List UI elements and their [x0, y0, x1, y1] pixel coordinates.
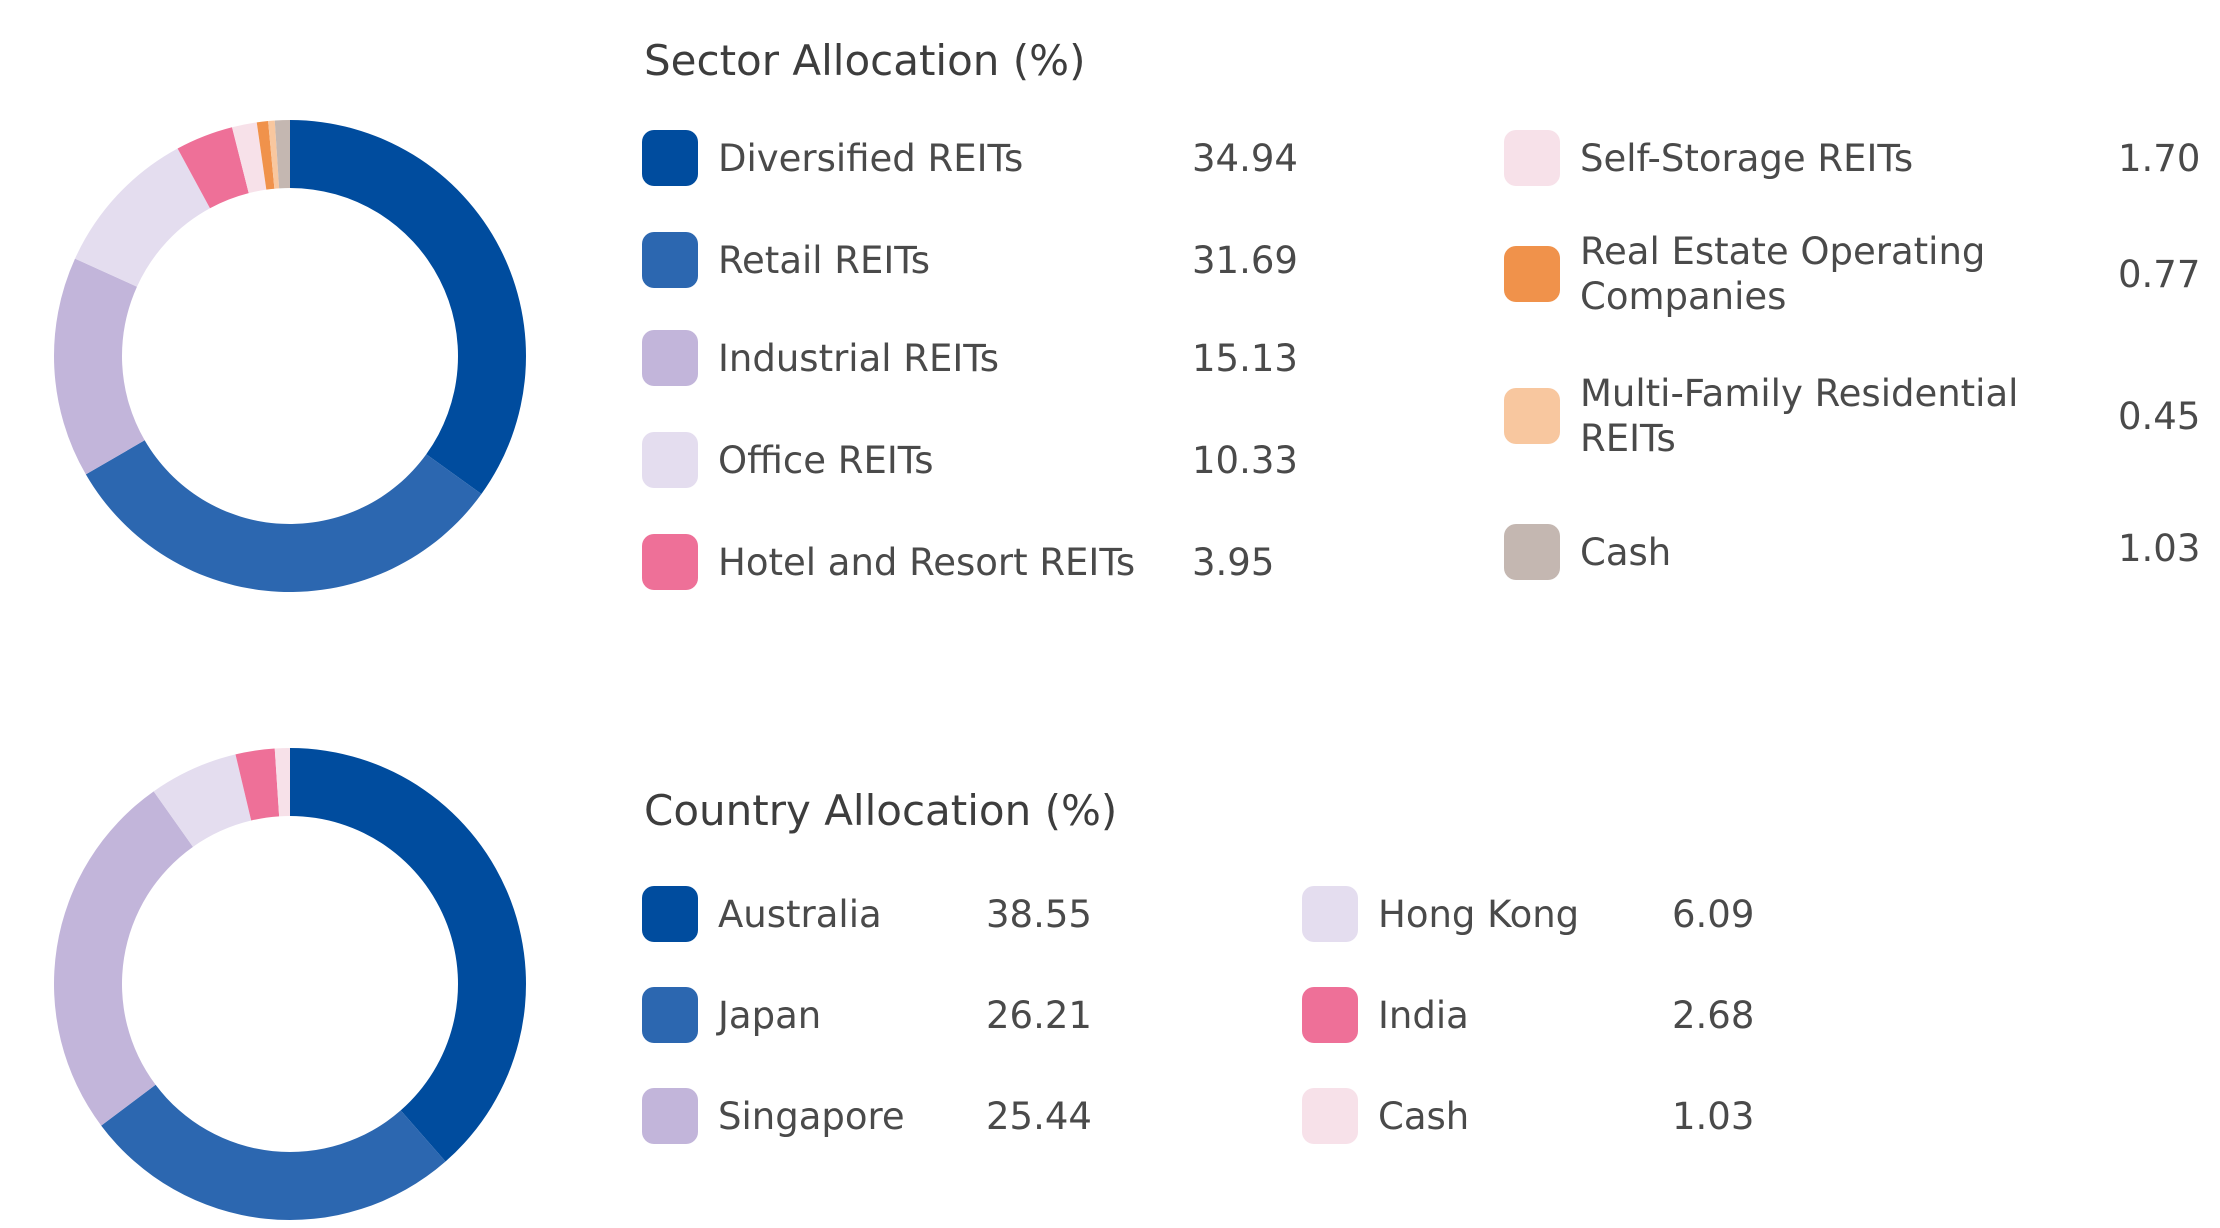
country-slice-japan [101, 1084, 446, 1220]
country-legend-value: 38.55 [986, 892, 1092, 936]
country-legend-label-line: Japan [718, 993, 822, 1037]
sector-slice-real-estate-operating-companies [256, 121, 275, 190]
sector-legend-label: Multi-Family Residential REITs [1580, 371, 2018, 461]
country-legend-label: India [1378, 993, 1469, 1038]
sector-legend-label: Cash [1580, 530, 1671, 575]
sector-legend-value: 15.13 [1192, 336, 1298, 380]
sector-legend-swatch [642, 534, 698, 590]
sector-legend-label-line: Hotel and Resort REITs [718, 540, 1136, 584]
country-chart-title: Country Allocation (%) [644, 786, 1118, 835]
sector-slice-multi-family-residential-reits [268, 120, 280, 189]
country-legend-swatch [642, 987, 698, 1043]
sector-legend-label-line: Real Estate Operating [1580, 230, 1986, 273]
sector-chart-title: Sector Allocation (%) [644, 36, 1086, 85]
sector-legend-value: 10.33 [1192, 438, 1298, 482]
sector-donut-chart [53, 120, 526, 592]
sector-legend-swatch [1504, 388, 1560, 444]
sector-legend-swatch [642, 130, 698, 186]
sector-legend-value: 1.70 [2118, 136, 2201, 180]
country-legend-swatch [642, 1088, 698, 1144]
country-legend-label-line: Hong Kong [1378, 892, 1580, 936]
sector-legend-label: Hotel and Resort REITs [718, 540, 1135, 585]
country-slice-australia [290, 748, 526, 1162]
sector-legend-swatch [1504, 524, 1560, 580]
country-legend-value: 1.03 [1672, 1094, 1755, 1138]
country-legend-value: 2.68 [1672, 993, 1755, 1037]
sector-legend-label: Self-Storage REITs [1580, 136, 1913, 181]
sector-legend-value: 34.94 [1192, 136, 1298, 180]
sector-legend-value: 0.77 [2118, 252, 2201, 296]
country-slice-cash [274, 748, 290, 817]
country-legend-swatch [1302, 886, 1358, 942]
country-legend-label-line: Australia [718, 892, 882, 936]
sector-legend-label-line: Cash [1580, 530, 1672, 574]
sector-legend-label: Real Estate Operating Companies [1580, 229, 1985, 319]
country-legend-label-line: India [1378, 993, 1469, 1037]
sector-slice-cash [274, 120, 290, 189]
sector-legend-swatch [642, 432, 698, 488]
sector-legend-label: Diversified REITs [718, 136, 1023, 181]
sector-legend-label: Industrial REITs [718, 336, 999, 381]
country-donut-chart [53, 748, 526, 1220]
sector-legend-label-line: REITs [1580, 417, 1676, 460]
country-legend-label: Singapore [718, 1094, 905, 1139]
sector-slice-self-storage-reits [232, 122, 267, 194]
sector-legend-value: 31.69 [1192, 238, 1298, 282]
country-slice-hong-kong [153, 754, 252, 847]
sector-legend-label-line: Companies [1580, 275, 1787, 318]
country-legend-label: Cash [1378, 1094, 1469, 1139]
sector-legend-swatch [1504, 246, 1560, 302]
sector-legend-swatch [642, 330, 698, 386]
sector-slice-diversified-reits [290, 120, 526, 495]
country-legend-swatch [642, 886, 698, 942]
country-legend-label: Hong Kong [1378, 892, 1579, 937]
sector-legend-label: Office REITs [718, 438, 934, 483]
country-legend-label-line: Singapore [718, 1094, 905, 1138]
sector-legend-label-line: Multi-Family Residential [1580, 372, 2019, 415]
country-legend-label: Australia [718, 892, 882, 937]
sector-legend-swatch [1504, 130, 1560, 186]
country-slice-singapore [53, 791, 193, 1126]
country-legend-value: 6.09 [1672, 892, 1755, 936]
sector-legend-value: 0.45 [2118, 394, 2201, 438]
sector-legend-label: Retail REITs [718, 238, 930, 283]
country-legend-swatch [1302, 987, 1358, 1043]
country-legend-value: 26.21 [986, 993, 1092, 1037]
sector-legend-label-line: Office REITs [718, 438, 934, 482]
sector-slice-hotel-and-resort-reits [177, 127, 249, 209]
country-legend-value: 25.44 [986, 1094, 1092, 1138]
country-legend-label-line: Cash [1378, 1094, 1470, 1138]
sector-slice-industrial-reits [53, 258, 145, 475]
country-slice-india [235, 748, 280, 821]
country-legend-swatch [1302, 1088, 1358, 1144]
sector-slice-office-reits [75, 148, 210, 287]
sector-slice-retail-reits [85, 440, 482, 592]
sector-legend-value: 3.95 [1192, 540, 1275, 584]
sector-legend-swatch [642, 232, 698, 288]
sector-legend-label-line: Industrial REITs [718, 336, 1000, 380]
country-legend-label: Japan [718, 993, 821, 1038]
sector-legend-label-line: Diversified REITs [718, 136, 1024, 180]
sector-legend-label-line: Retail REITs [718, 238, 931, 282]
sector-legend-value: 1.03 [2118, 526, 2201, 570]
sector-legend-label-line: Self-Storage REITs [1580, 136, 1914, 180]
